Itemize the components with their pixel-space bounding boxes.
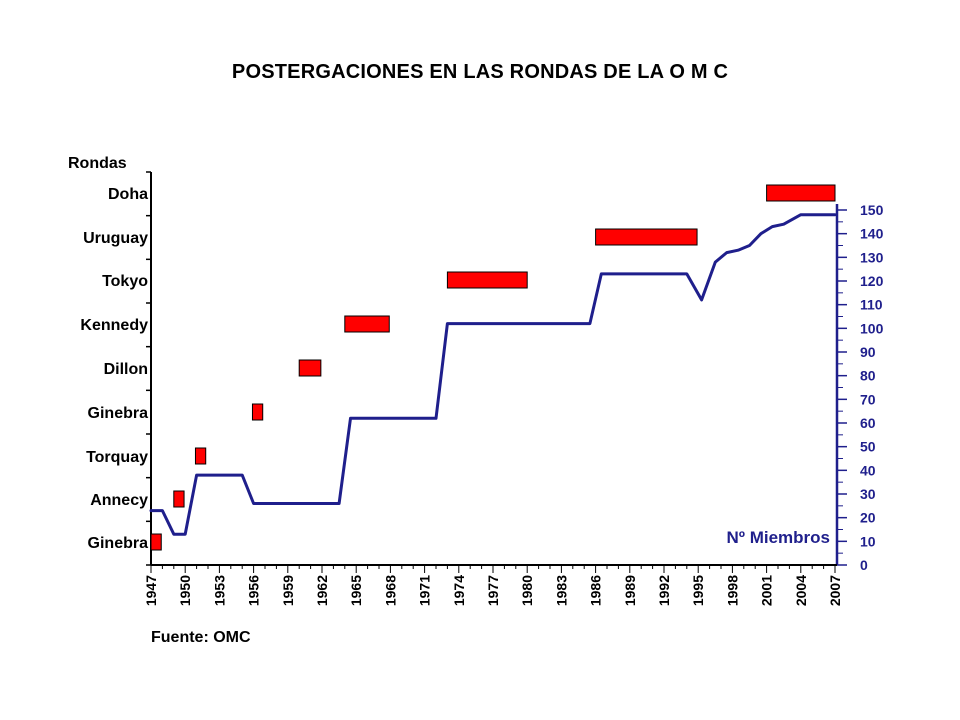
x-tick-label: 1974 bbox=[451, 575, 467, 606]
x-tick-label: 1992 bbox=[656, 575, 672, 606]
right-tick-label: 130 bbox=[860, 249, 884, 265]
x-tick-label: 1995 bbox=[690, 575, 706, 606]
x-tick-label: 1965 bbox=[348, 575, 364, 606]
round-bar-doha bbox=[766, 184, 836, 202]
right-tick-label: 60 bbox=[860, 415, 876, 431]
source-note: Fuente: OMC bbox=[151, 629, 251, 646]
left-category-label: Annecy bbox=[90, 492, 148, 509]
x-tick-label: 1971 bbox=[417, 575, 433, 606]
right-tick-label: 10 bbox=[860, 533, 876, 549]
left-category-label: Kennedy bbox=[80, 317, 148, 334]
members-line-group bbox=[149, 213, 837, 536]
right-tick-label: 70 bbox=[860, 391, 876, 407]
x-tick-label: 2001 bbox=[759, 575, 775, 606]
round-bar-torquay bbox=[194, 447, 207, 465]
members-line bbox=[149, 213, 837, 536]
right-axis: 0 10 20 30 40 50 60 70 80 90 100 110 120 130 140 150 bbox=[835, 202, 884, 573]
round-bar-kennedy bbox=[344, 315, 390, 333]
right-tick-label: 50 bbox=[860, 439, 876, 455]
round-bar-dillon bbox=[298, 359, 322, 377]
x-tick-label: 1953 bbox=[211, 575, 227, 606]
right-tick-label: 90 bbox=[860, 344, 876, 360]
right-tick-label: 110 bbox=[860, 297, 883, 313]
round-bar-ginebra bbox=[251, 403, 264, 421]
right-tick-label: 120 bbox=[860, 273, 884, 289]
right-tick-label: 40 bbox=[860, 462, 876, 478]
x-tick-label: 1989 bbox=[622, 575, 638, 606]
left-axis: Ginebra Annecy Torquay Ginebra Dillon Kennedy… bbox=[80, 171, 152, 566]
round-bar-annecy bbox=[173, 490, 185, 508]
right-tick-label: 140 bbox=[860, 226, 884, 242]
page-title: POSTERGACIONES EN LAS RONDAS DE LA O M C bbox=[231, 61, 729, 83]
left-category-label: Ginebra bbox=[88, 535, 149, 552]
right-tick-label: 150 bbox=[860, 202, 884, 218]
x-tick-label: 1947 bbox=[143, 575, 159, 606]
x-tick-label: 2004 bbox=[793, 575, 809, 606]
x-tick-label: 1968 bbox=[382, 575, 398, 606]
left-category-label: Ginebra bbox=[88, 405, 149, 422]
axis-labels: Rondas Nº Miembros bbox=[68, 155, 830, 547]
x-tick-label: 2007 bbox=[827, 575, 843, 606]
round-bar-tokyo bbox=[446, 271, 528, 289]
left-category-label: Uruguay bbox=[83, 230, 148, 247]
left-category-label: Tokyo bbox=[102, 273, 148, 290]
left-category-label: Torquay bbox=[86, 449, 148, 466]
left-axis-title: Rondas bbox=[68, 155, 127, 172]
right-tick-label: 0 bbox=[860, 557, 868, 573]
x-tick-label: 1956 bbox=[246, 575, 262, 606]
round-bar-ginebra bbox=[150, 533, 162, 551]
right-axis-title: Nº Miembros bbox=[726, 528, 830, 547]
round-bar-uruguay bbox=[595, 228, 698, 246]
x-tick-label: 1980 bbox=[519, 575, 535, 606]
x-tick-label: 1986 bbox=[588, 575, 604, 606]
right-tick-label: 20 bbox=[860, 510, 876, 526]
left-category-label: Dillon bbox=[104, 361, 148, 378]
right-tick-label: 100 bbox=[860, 320, 884, 336]
round-bars bbox=[150, 184, 836, 551]
x-tick-label: 1950 bbox=[177, 575, 193, 606]
right-tick-label: 80 bbox=[860, 368, 876, 384]
right-tick-label: 30 bbox=[860, 486, 876, 502]
x-tick-label: 1977 bbox=[485, 575, 501, 606]
x-axis: 1947 1950 1953 1956 1959 1962 1965 1968 1971 1974… bbox=[143, 564, 843, 606]
x-tick-label: 1998 bbox=[724, 575, 740, 606]
x-tick-label: 1962 bbox=[314, 575, 330, 606]
x-tick-label: 1959 bbox=[280, 575, 296, 606]
x-tick-label: 1983 bbox=[553, 575, 569, 606]
left-category-label: Doha bbox=[108, 186, 148, 203]
